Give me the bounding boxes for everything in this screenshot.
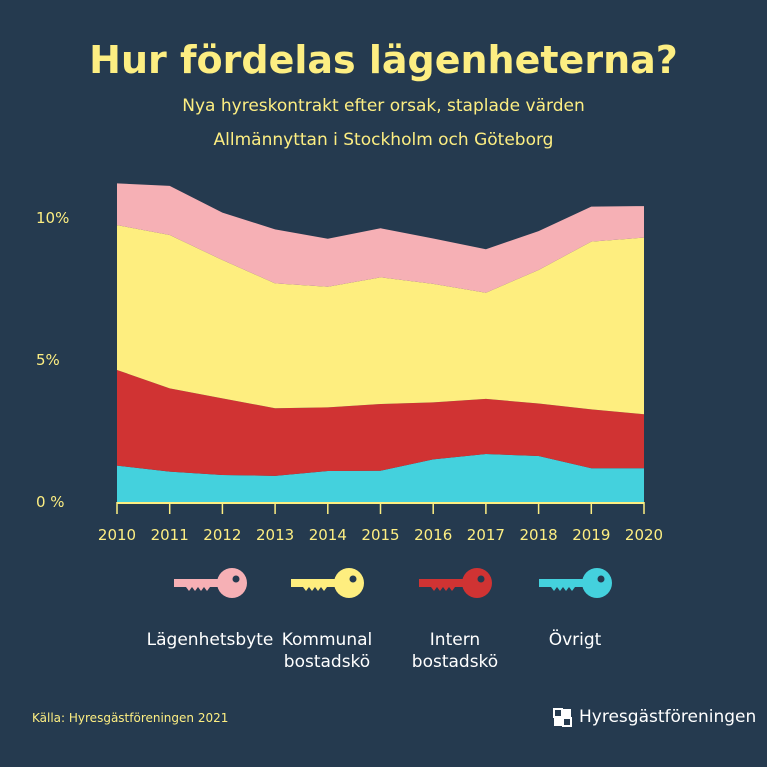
legend-label: Kommunal bostadskö: [252, 629, 402, 673]
y-tick-label: 10%: [36, 209, 69, 227]
source-note: Källa: Hyresgästföreningen 2021: [32, 711, 229, 725]
legend-label-line: Lägenhetsbyte: [146, 630, 274, 650]
legend-item: Övrigt: [500, 565, 650, 651]
chart-subtitle: Nya hyreskontrakt efter orsak, staplade …: [182, 96, 585, 116]
chart-subtitle-2: Allmännyttan i Stockholm och Göteborg: [213, 130, 554, 150]
area-övrigt: [117, 454, 644, 502]
x-tick-label: 2019: [572, 526, 610, 544]
chart-title: Hur fördelas lägenheterna?: [89, 38, 678, 82]
logo: Hyresgästföreningen: [552, 706, 756, 728]
legend-item: Kommunal bostadskö: [252, 565, 402, 673]
legend-label: Intern bostadskö: [380, 629, 530, 673]
y-tick-label: 5%: [36, 351, 60, 369]
legend-item: Lägenhetsbyte: [135, 565, 285, 651]
x-tick-label: 2013: [256, 526, 294, 544]
key-icon: [174, 568, 247, 598]
x-tick-label: 2018: [520, 526, 558, 544]
legend-label-line: bostadskö: [411, 652, 499, 672]
legend-label-line: Intern: [429, 630, 481, 650]
legend-label: Övrigt: [500, 629, 650, 651]
x-tick-label: 2016: [414, 526, 452, 544]
y-tick-label: 0 %: [36, 493, 65, 511]
key-icon: [291, 568, 364, 598]
area-kommunal-bostadskö: [117, 225, 644, 415]
logo-text: Hyresgästföreningen: [579, 707, 757, 727]
logo-icon: [553, 708, 572, 727]
legend-item: Intern bostadskö: [380, 565, 530, 673]
legend-label-line: Kommunal: [281, 630, 373, 650]
area-intern-bostadskö: [117, 369, 644, 476]
x-tick-label: 2015: [361, 526, 399, 544]
x-tick-label: 2010: [98, 526, 136, 544]
x-tick-label: 2020: [625, 526, 663, 544]
x-tick-label: 2011: [151, 526, 189, 544]
key-icon: [539, 568, 612, 598]
x-tick-label: 2012: [203, 526, 241, 544]
legend-label-line: bostadskö: [283, 652, 371, 672]
area-lägenhetsbyte: [117, 183, 644, 293]
x-tick-label: 2017: [467, 526, 505, 544]
key-icon: [419, 568, 492, 598]
legend-label: Lägenhetsbyte: [135, 629, 285, 651]
stacked-area-chart: 2010 2011 2012 2013 2014 2015 2016 2017 2018 2019…: [36, 183, 663, 544]
legend-label-line: Övrigt: [548, 630, 602, 650]
x-tick-label: 2014: [309, 526, 347, 544]
